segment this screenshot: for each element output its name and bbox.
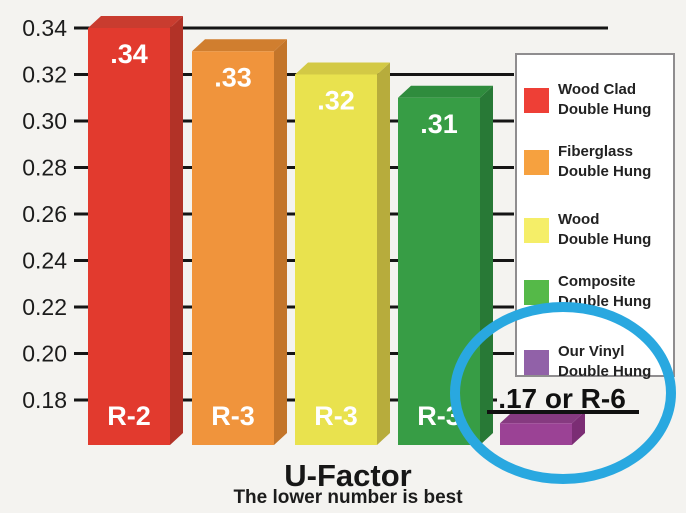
y-tick-label-0.32: 0.32 — [22, 62, 67, 88]
bar-front-face — [88, 28, 170, 445]
chart-title: U-Factor — [284, 458, 412, 493]
bar-top-face — [88, 16, 183, 28]
legend-item-our-vinyl: Our Vinyl Double Hung — [524, 342, 651, 382]
bar-side-face — [170, 16, 183, 445]
legend-color-swatch — [524, 349, 549, 375]
legend: Wood Clad Double Hung Fiberglass Double Hun… — [515, 53, 675, 380]
y-tick-label-0.30: 0.30 — [22, 108, 67, 134]
bar-r-value-label: R-3 — [211, 401, 255, 431]
y-tick-label-0.18: 0.18 — [22, 387, 67, 413]
bar-value-label: .32 — [317, 86, 355, 116]
legend-label: Composite Double Hung — [558, 273, 652, 310]
bar-top-face — [192, 39, 287, 52]
bar-side-face — [274, 39, 287, 445]
y-tick-label-0.26: 0.26 — [22, 201, 67, 227]
bar-wood-clad-double-hung: .34 R-2 — [88, 16, 183, 445]
bar-side-face — [480, 85, 493, 445]
bar-top-face — [295, 62, 390, 75]
vinyl-value-annotation: .17 or R-6 — [498, 383, 626, 414]
bar-front-face — [295, 74, 377, 445]
bar-value-label: .34 — [110, 39, 148, 69]
bar-r-value-label: R-3 — [417, 401, 461, 431]
bar-side-face — [377, 62, 390, 445]
y-tick-label-0.24: 0.24 — [22, 248, 67, 274]
annotation-underline — [487, 410, 639, 414]
legend-item-fiberglass: Fiberglass Double Hung — [524, 142, 651, 182]
legend-label: Our Vinyl Double Hung — [558, 343, 652, 380]
bar-front-face — [192, 51, 274, 445]
bar-wood-double-hung: .32 R-3 — [295, 62, 390, 445]
bar-composite-double-hung: .31 R-3 — [398, 85, 493, 445]
bar-value-label: .31 — [420, 109, 458, 139]
legend-item-wood-clad: Wood Clad Double Hung — [524, 80, 651, 120]
bar-value-label: .33 — [214, 62, 252, 92]
chart-subtitle: The lower number is best — [233, 487, 463, 508]
legend-color-swatch — [524, 279, 549, 305]
bar-front-face — [500, 423, 572, 445]
bar-top-face — [398, 85, 493, 98]
bar-our-vinyl-double-hung — [500, 411, 585, 445]
bar-r-value-label: R-3 — [314, 401, 358, 431]
y-tick-label-0.20: 0.20 — [22, 341, 67, 367]
legend-color-swatch — [524, 149, 549, 175]
legend-label: Fiberglass Double Hung — [558, 143, 652, 180]
bar-r-value-label: R-2 — [107, 401, 151, 431]
legend-label: Wood Double Hung — [558, 211, 652, 248]
y-tick-label-0.22: 0.22 — [22, 294, 67, 320]
legend-color-swatch — [524, 87, 549, 113]
legend-item-wood: Wood Double Hung — [524, 210, 651, 250]
bar-front-face — [398, 97, 480, 445]
legend-color-swatch — [524, 217, 549, 243]
y-tick-label-0.34: 0.34 — [22, 15, 67, 41]
legend-item-composite: Composite Double Hung — [524, 272, 651, 312]
y-tick-label-0.28: 0.28 — [22, 155, 67, 181]
bar-fiberglass-double-hung: .33 R-3 — [192, 39, 287, 445]
legend-label: Wood Clad Double Hung — [558, 81, 652, 118]
